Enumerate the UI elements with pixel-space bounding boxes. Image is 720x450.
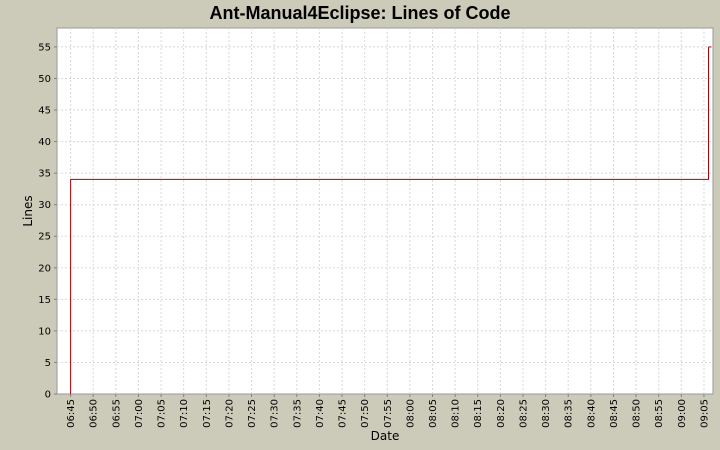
y-tick-label: 15 (38, 295, 51, 306)
x-tick-label: 07:15 (202, 399, 213, 428)
y-axis-label: Lines (21, 195, 35, 226)
x-tick-label: 07:50 (360, 399, 371, 428)
x-tick-label: 07:55 (383, 399, 394, 428)
x-tick-label: 06:55 (111, 399, 122, 428)
chart-title: Ant-Manual4Eclipse: Lines of Code (209, 3, 510, 23)
x-tick-label: 07:40 (315, 399, 326, 428)
x-tick-label: 07:10 (179, 399, 190, 428)
x-tick-label: 08:15 (473, 399, 484, 428)
x-tick-label: 06:50 (89, 399, 100, 428)
x-tick-label: 08:05 (428, 399, 439, 428)
series-layer (70, 46, 712, 394)
x-axis-label: Date (371, 429, 400, 443)
x-tick-label: 08:00 (405, 399, 416, 428)
x-tick-label: 07:20 (224, 399, 235, 428)
x-tick-label: 08:45 (609, 399, 620, 428)
gridlines (57, 28, 713, 394)
x-tick-label: 08:35 (564, 399, 575, 428)
x-tick-label: 08:40 (586, 399, 597, 428)
x-tick-label: 08:50 (632, 399, 643, 428)
y-axis: 0 5 10 15 20 25 30 35 40 45 50 55 (38, 42, 57, 401)
y-tick-label: 40 (38, 137, 51, 148)
y-tick-label: 20 (38, 263, 51, 274)
x-axis: 06:45 06:50 06:55 07:00 07:05 07:10 07:15 07:20… (66, 394, 710, 428)
y-tick-label: 55 (38, 42, 51, 53)
x-tick-label: 09:05 (699, 399, 710, 428)
y-tick-label: 5 (45, 358, 51, 369)
series-line-0 (70, 46, 709, 394)
x-tick-label: 08:30 (541, 399, 552, 428)
x-tick-label: 07:25 (247, 399, 258, 428)
y-tick-label: 50 (38, 74, 51, 85)
x-tick-label: 07:45 (338, 399, 349, 428)
x-tick-label: 07:35 (292, 399, 303, 428)
x-tick-label: 07:30 (270, 399, 281, 428)
x-tick-label: 07:00 (134, 399, 145, 428)
x-tick-label: 07:05 (157, 399, 168, 428)
y-tick-label: 0 (45, 390, 51, 401)
plot-area (56, 27, 714, 395)
x-tick-label: 08:25 (518, 399, 529, 428)
y-tick-label: 35 (38, 169, 51, 180)
x-tick-label: 06:45 (66, 399, 77, 428)
y-tick-label: 45 (38, 106, 51, 117)
x-tick-label: 09:00 (677, 399, 688, 428)
y-tick-label: 25 (38, 232, 51, 243)
y-tick-label: 10 (38, 326, 51, 337)
x-tick-label: 08:20 (496, 399, 507, 428)
x-tick-label: 08:10 (451, 399, 462, 428)
y-tick-label: 30 (38, 200, 51, 211)
x-tick-label: 08:55 (654, 399, 665, 428)
